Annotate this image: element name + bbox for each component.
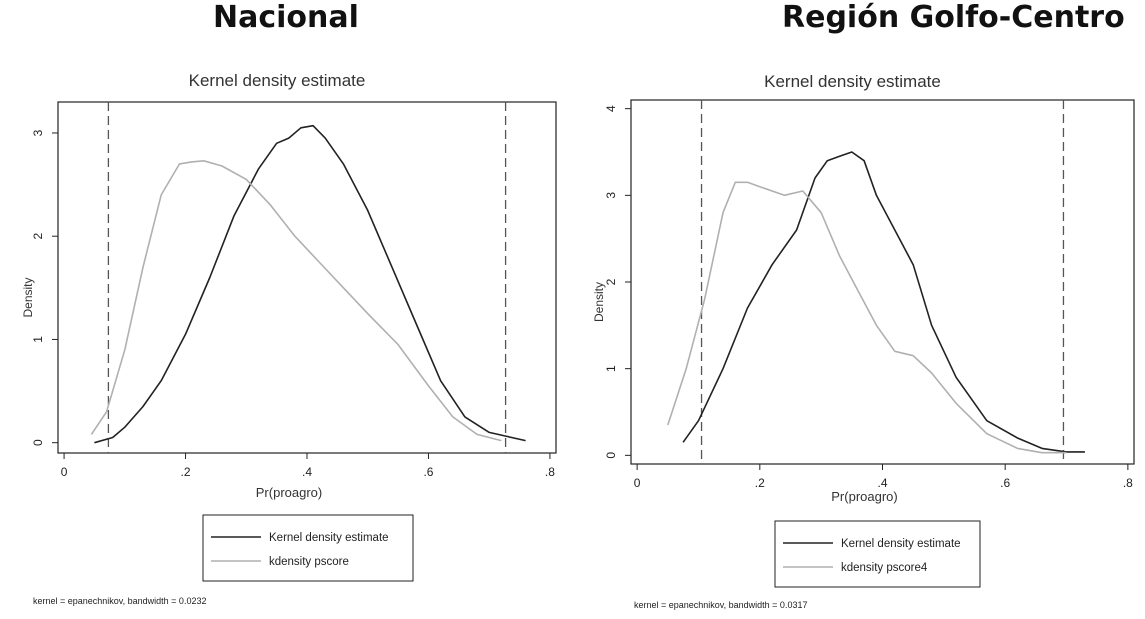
density-chart-region: Kernel density estimate 0 .2 .4 .6 .8 0 1 2 3 4 Pr(… <box>592 72 1135 588</box>
x-axis-label: Pr(proagro) <box>256 485 322 500</box>
y-tick-label-3: 3 <box>31 129 45 136</box>
series-line-0 <box>682 151 1085 453</box>
y-tick-label-1: 1 <box>31 336 45 343</box>
legend-box <box>202 514 414 582</box>
legend-label-0: Kernel density estimate <box>269 532 389 544</box>
panel-title-nacional: Nacional <box>213 0 359 35</box>
series-line-1 <box>667 181 1067 454</box>
x-tick-label-3: .6 <box>423 465 433 479</box>
x-tick-label-4: .8 <box>1123 476 1133 490</box>
x-axis-label: Pr(proagro) <box>831 489 897 504</box>
legend-label-0: Kernel density estimate <box>841 538 961 550</box>
plot-frame <box>630 99 1135 465</box>
density-chart-nacional: Kernel density estimate 0 .2 .4 .6 .8 0 1 2 3 Pr(p… <box>21 71 557 582</box>
x-tick-label-3: .6 <box>1000 476 1010 490</box>
y-axis-label: Density <box>21 277 35 317</box>
chart-title: Kernel density estimate <box>189 71 366 90</box>
legend-label-1: kdensity pscore <box>269 556 349 568</box>
legend-label-1: kdensity pscore4 <box>841 562 928 574</box>
x-tick-label-2: .4 <box>302 465 312 479</box>
y-axis-label: Density <box>592 282 606 322</box>
x-tick-label-4: .8 <box>545 465 555 479</box>
x-tick-label-2: .4 <box>877 476 887 490</box>
panel-title-region: Región Golfo-Centro <box>782 0 1125 35</box>
x-tick-label-1: .2 <box>181 465 191 479</box>
chart-title: Kernel density estimate <box>764 72 941 91</box>
x-tick-label-0: 0 <box>61 465 68 479</box>
y-tick-label-1: 1 <box>604 365 618 372</box>
series-line-0 <box>94 124 526 444</box>
y-tick-label-2: 2 <box>604 278 618 285</box>
legend-box <box>774 520 981 588</box>
y-tick-label-0: 0 <box>31 439 45 446</box>
bandwidth-note-region: kernel = epanechnikov, bandwidth = 0.031… <box>634 600 808 610</box>
x-tick-label-0: 0 <box>634 476 641 490</box>
bandwidth-note-nacional: kernel = epanechnikov, bandwidth = 0.023… <box>33 596 207 606</box>
series-line-1 <box>90 160 502 442</box>
y-tick-label-2: 2 <box>31 233 45 240</box>
y-tick-label-4: 4 <box>604 105 618 112</box>
y-tick-label-0: 0 <box>604 452 618 459</box>
plot-frame <box>57 101 557 454</box>
x-tick-label-1: .2 <box>755 476 765 490</box>
y-tick-label-3: 3 <box>604 192 618 199</box>
